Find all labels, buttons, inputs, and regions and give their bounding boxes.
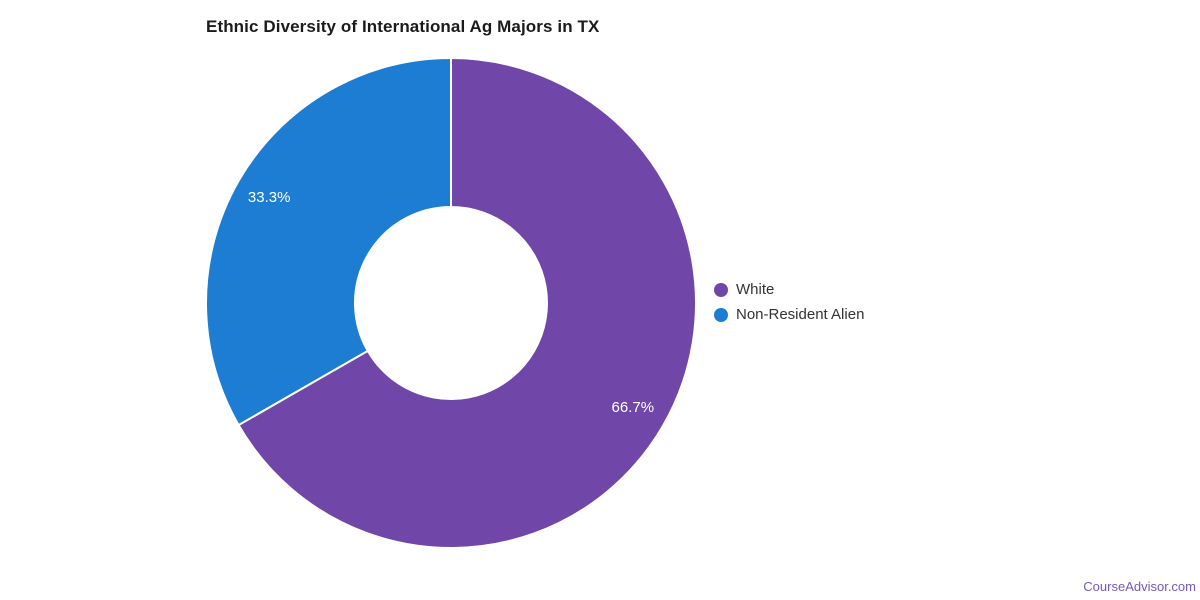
legend-label: Non-Resident Alien	[736, 306, 865, 323]
legend-label: White	[736, 281, 775, 298]
legend: White Non-Resident Alien	[714, 277, 864, 327]
legend-item-white[interactable]: White	[714, 277, 864, 302]
brand-link[interactable]: CourseAdvisor.com	[1083, 579, 1196, 594]
chart-title: Ethnic Diversity of International Ag Maj…	[206, 17, 600, 36]
legend-item-non-resident-alien[interactable]: Non-Resident Alien	[714, 302, 864, 327]
pie-slice-white[interactable]	[237, 57, 697, 549]
pie-slice-non-resident-alien[interactable]	[205, 57, 452, 427]
legend-marker-icon	[714, 307, 728, 322]
legend-marker-icon	[714, 282, 728, 297]
